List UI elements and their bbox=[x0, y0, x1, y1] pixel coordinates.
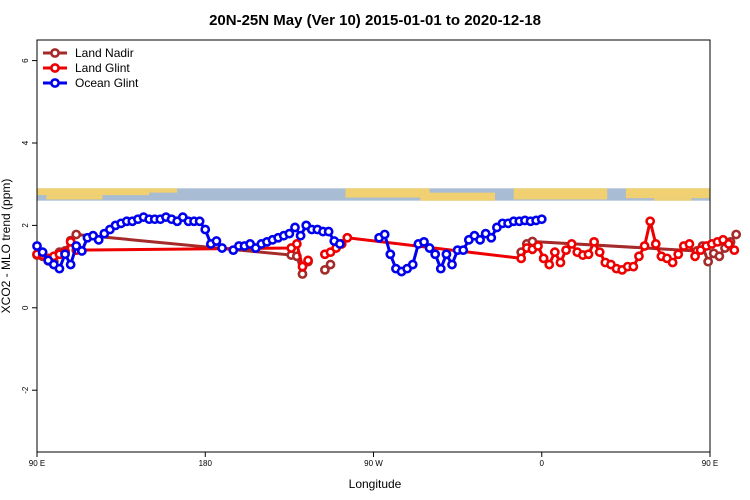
data-point bbox=[628, 261, 639, 272]
chart-title: 20N-25N May (Ver 10) 2015-01-01 to 2020-… bbox=[209, 12, 541, 29]
data-point bbox=[475, 234, 485, 245]
data-point bbox=[291, 239, 302, 249]
x-tick-label: 90 E bbox=[29, 459, 45, 468]
x-axis: 90 E 180 90 W 0 90 E bbox=[29, 452, 718, 468]
series-1 bbox=[32, 216, 740, 275]
data-point bbox=[561, 245, 571, 256]
data-point bbox=[319, 264, 330, 275]
x-tick-label: 0 bbox=[540, 459, 545, 468]
data-point bbox=[71, 229, 82, 240]
x-axis-label: Longitude bbox=[349, 477, 402, 491]
map-land bbox=[513, 188, 608, 200]
legend-marker bbox=[50, 63, 60, 73]
data-point bbox=[295, 230, 306, 241]
data-point bbox=[323, 226, 334, 237]
data-point bbox=[76, 246, 87, 256]
data-point bbox=[583, 249, 594, 260]
data-point bbox=[555, 257, 566, 268]
data-point bbox=[217, 243, 227, 253]
map-land bbox=[345, 188, 430, 198]
data-point bbox=[639, 241, 650, 251]
data-point bbox=[37, 247, 48, 258]
data-point bbox=[667, 257, 678, 268]
data-point bbox=[200, 224, 211, 235]
data-point bbox=[93, 234, 104, 245]
y-tick-label: 2 bbox=[21, 223, 30, 228]
map-land bbox=[46, 195, 103, 200]
legend-marker bbox=[50, 78, 60, 88]
legend-label: Ocean Glint bbox=[75, 76, 139, 90]
map-land bbox=[653, 198, 692, 201]
data-point bbox=[65, 259, 76, 270]
data-point bbox=[731, 229, 742, 240]
series-layer bbox=[32, 212, 742, 279]
y-axis: -2 0 2 4 6 bbox=[21, 58, 37, 394]
map-land bbox=[420, 192, 496, 201]
series-2 bbox=[32, 212, 547, 277]
data-point bbox=[729, 245, 740, 256]
data-point bbox=[536, 214, 547, 225]
data-point bbox=[589, 236, 599, 247]
data-point bbox=[447, 259, 457, 270]
data-point bbox=[211, 236, 222, 246]
data-point bbox=[284, 228, 295, 239]
x-tick-label: 90 E bbox=[702, 459, 718, 468]
data-point bbox=[690, 251, 700, 262]
data-point bbox=[566, 239, 577, 249]
data-point bbox=[297, 261, 308, 272]
y-tick-label: 0 bbox=[21, 305, 30, 310]
data-point bbox=[594, 247, 605, 258]
data-point bbox=[544, 259, 555, 270]
data-point bbox=[325, 259, 336, 270]
data-point bbox=[379, 229, 390, 240]
y-tick-label: -2 bbox=[21, 386, 30, 394]
legend-label: Land Glint bbox=[75, 61, 130, 75]
data-point bbox=[714, 251, 725, 262]
x-tick-label: 180 bbox=[199, 459, 213, 468]
data-point bbox=[516, 253, 527, 264]
data-point bbox=[538, 253, 549, 264]
data-point bbox=[435, 263, 446, 274]
data-point bbox=[430, 249, 441, 260]
legend-label: Land Nadir bbox=[75, 46, 134, 60]
y-tick-label: 6 bbox=[21, 58, 30, 63]
data-point bbox=[441, 249, 452, 260]
data-point bbox=[486, 232, 497, 243]
data-point bbox=[334, 239, 345, 249]
data-point bbox=[342, 232, 353, 243]
data-point bbox=[54, 263, 65, 274]
map-land bbox=[149, 188, 178, 193]
data-point bbox=[385, 249, 396, 260]
data-point bbox=[290, 222, 300, 233]
data-point bbox=[303, 255, 313, 266]
y-axis-label: XCO2 - MLO trend (ppm) bbox=[0, 179, 13, 314]
data-point bbox=[673, 249, 684, 260]
data-point bbox=[684, 239, 695, 249]
data-point bbox=[723, 239, 734, 249]
data-point bbox=[650, 239, 661, 249]
data-point bbox=[419, 236, 429, 247]
data-point bbox=[549, 247, 560, 258]
data-point bbox=[60, 249, 70, 260]
data-point bbox=[533, 241, 543, 251]
map-strip bbox=[37, 188, 710, 201]
map-land bbox=[37, 188, 150, 196]
data-point bbox=[645, 216, 656, 227]
data-point bbox=[458, 245, 469, 256]
data-point bbox=[71, 241, 82, 251]
data-point bbox=[32, 241, 42, 251]
data-point bbox=[703, 256, 714, 267]
map-land bbox=[625, 188, 710, 199]
data-point bbox=[407, 259, 418, 270]
legend-marker bbox=[50, 48, 60, 58]
y-tick-label: 4 bbox=[21, 140, 30, 145]
x-tick-label: 90 W bbox=[364, 459, 383, 468]
data-point bbox=[634, 251, 644, 262]
data-point bbox=[424, 243, 435, 253]
data-point bbox=[194, 216, 205, 227]
